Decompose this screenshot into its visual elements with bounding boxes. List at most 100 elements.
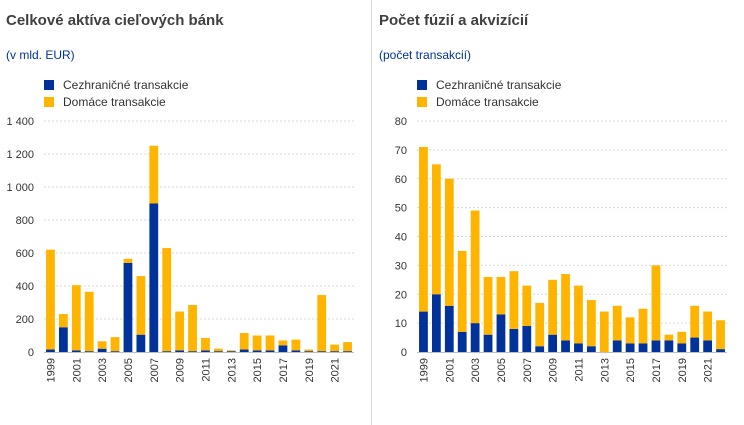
bar-domestic [175,311,185,351]
chart-legend: Cezhraničné transakcie Domáce transakcie [44,76,188,110]
bar-domestic [716,320,725,350]
bar-domestic [239,333,249,350]
x-tick-label: 2009 [175,358,187,382]
bar-cross-border [419,311,428,352]
bar-domestic [58,314,68,328]
bar-cross-border [444,305,454,352]
bar-cross-border [239,349,249,352]
x-tick-label: 2015 [252,358,264,382]
x-tick-label: 2011 [200,358,212,382]
y-tick-label: 10 [395,318,407,330]
bar-cross-border [110,351,120,352]
legend-item-domestic: Domáce transakcie [417,93,561,110]
bar-domestic [548,279,558,335]
bar-domestic [651,265,661,341]
y-tick-label: 1 200 [6,149,34,161]
bar-domestic [213,348,223,352]
y-tick-label: 50 [395,203,407,215]
y-tick-label: 0 [28,347,34,359]
chart-legend: Cezhraničné transakcie Domáce transakcie [417,76,561,110]
bar-domestic [625,317,635,344]
y-tick-label: 200 [16,314,34,326]
legend-label-domestic: Domáce transakcie [63,94,166,109]
bar-domestic [703,311,713,341]
y-tick-label: 40 [395,232,407,244]
bar-cross-border [58,327,68,352]
chart-panel-total-assets: Celkové aktíva cieľových bánk (v mld. EU… [0,0,371,425]
bar-domestic [574,285,583,344]
bar-domestic [343,342,352,352]
legend-swatch-domestic [417,96,427,107]
bar-cross-border [252,350,262,352]
bar-cross-border [291,350,301,352]
bar-domestic [470,210,480,324]
bar-domestic [457,250,467,332]
x-tick-label: 2021 [330,358,342,382]
bar-domestic [317,295,327,352]
bar-cross-border [522,326,532,352]
bar-cross-border [677,343,687,352]
legend-swatch-cross-border [417,79,427,90]
bar-cross-border [561,340,570,352]
bar-cross-border [690,337,700,352]
bar-cross-border [84,351,94,352]
x-tick-label: 2005 [496,358,508,382]
bar-cross-border [548,334,558,352]
bar-cross-border [46,349,55,352]
legend-item-cross-border: Cezhraničné transakcie [44,76,188,93]
bar-domestic [252,335,262,351]
bar-cross-border [175,350,185,352]
bar-cross-border [343,351,352,352]
bar-domestic [522,285,532,327]
bar-domestic [638,308,648,344]
bar-domestic [71,285,81,351]
chart-total-assets: 0 200 400 600 800 1 000 1 200 1 400 1999 2001 2003… [6,116,354,382]
y-tick-label: 0 [401,347,407,359]
bar-cross-border [535,346,545,352]
x-tick-label: 2011 [573,358,585,382]
x-tick-label: 1999 [45,358,57,382]
bar-domestic [226,350,236,352]
bar-cross-border [201,350,210,352]
bar-cross-border [330,351,340,352]
bar-cross-border [123,262,133,352]
bar-cross-border [716,349,725,352]
bar-cross-border [638,343,648,352]
x-tick-label: 2017 [651,358,663,382]
x-tick-label: 2009 [548,358,560,382]
bar-cross-border [304,351,314,352]
bar-domestic [84,291,94,352]
bar-cross-border [213,351,223,352]
y-tick-label: 400 [16,281,34,293]
legend-item-domestic: Domáce transakcie [44,93,188,110]
bar-cross-border [625,343,635,352]
bar-domestic [304,349,314,352]
bar-domestic [291,339,301,351]
x-tick-label: 1999 [418,358,430,382]
x-tick-label: 2021 [703,358,715,382]
bar-domestic [278,340,288,346]
bar-domestic [201,337,210,351]
bar-cross-border [265,350,275,352]
chart-panel-ma-count: Počet fúzií a akvizícií (počet transakci… [373,0,744,425]
x-tick-label: 2013 [226,358,238,382]
x-tick-label: 2001 [71,358,83,382]
y-tick-label: 70 [395,145,407,157]
legend-label-cross-border: Cezhraničné transakcie [63,77,189,92]
bar-domestic [419,146,428,312]
chart-subtitle: (počet transakcií) [379,48,472,62]
legend-swatch-domestic [44,96,54,107]
bar-cross-border [574,343,583,352]
bar-cross-border [431,294,441,352]
bar-cross-border [188,351,197,352]
x-tick-label: 2017 [278,358,290,382]
bar-domestic [509,271,519,329]
x-tick-label: 2005 [123,358,135,382]
x-tick-label: 2007 [149,358,161,382]
bar-domestic [535,302,545,347]
bar-domestic [97,341,107,349]
bar-cross-border [226,351,236,352]
chart-ma-count: 0 10 20 30 40 50 60 70 80 1999 2001 2003 2005 2007 200… [395,116,727,382]
bar-cross-border [651,340,661,352]
bar-domestic [265,335,275,351]
